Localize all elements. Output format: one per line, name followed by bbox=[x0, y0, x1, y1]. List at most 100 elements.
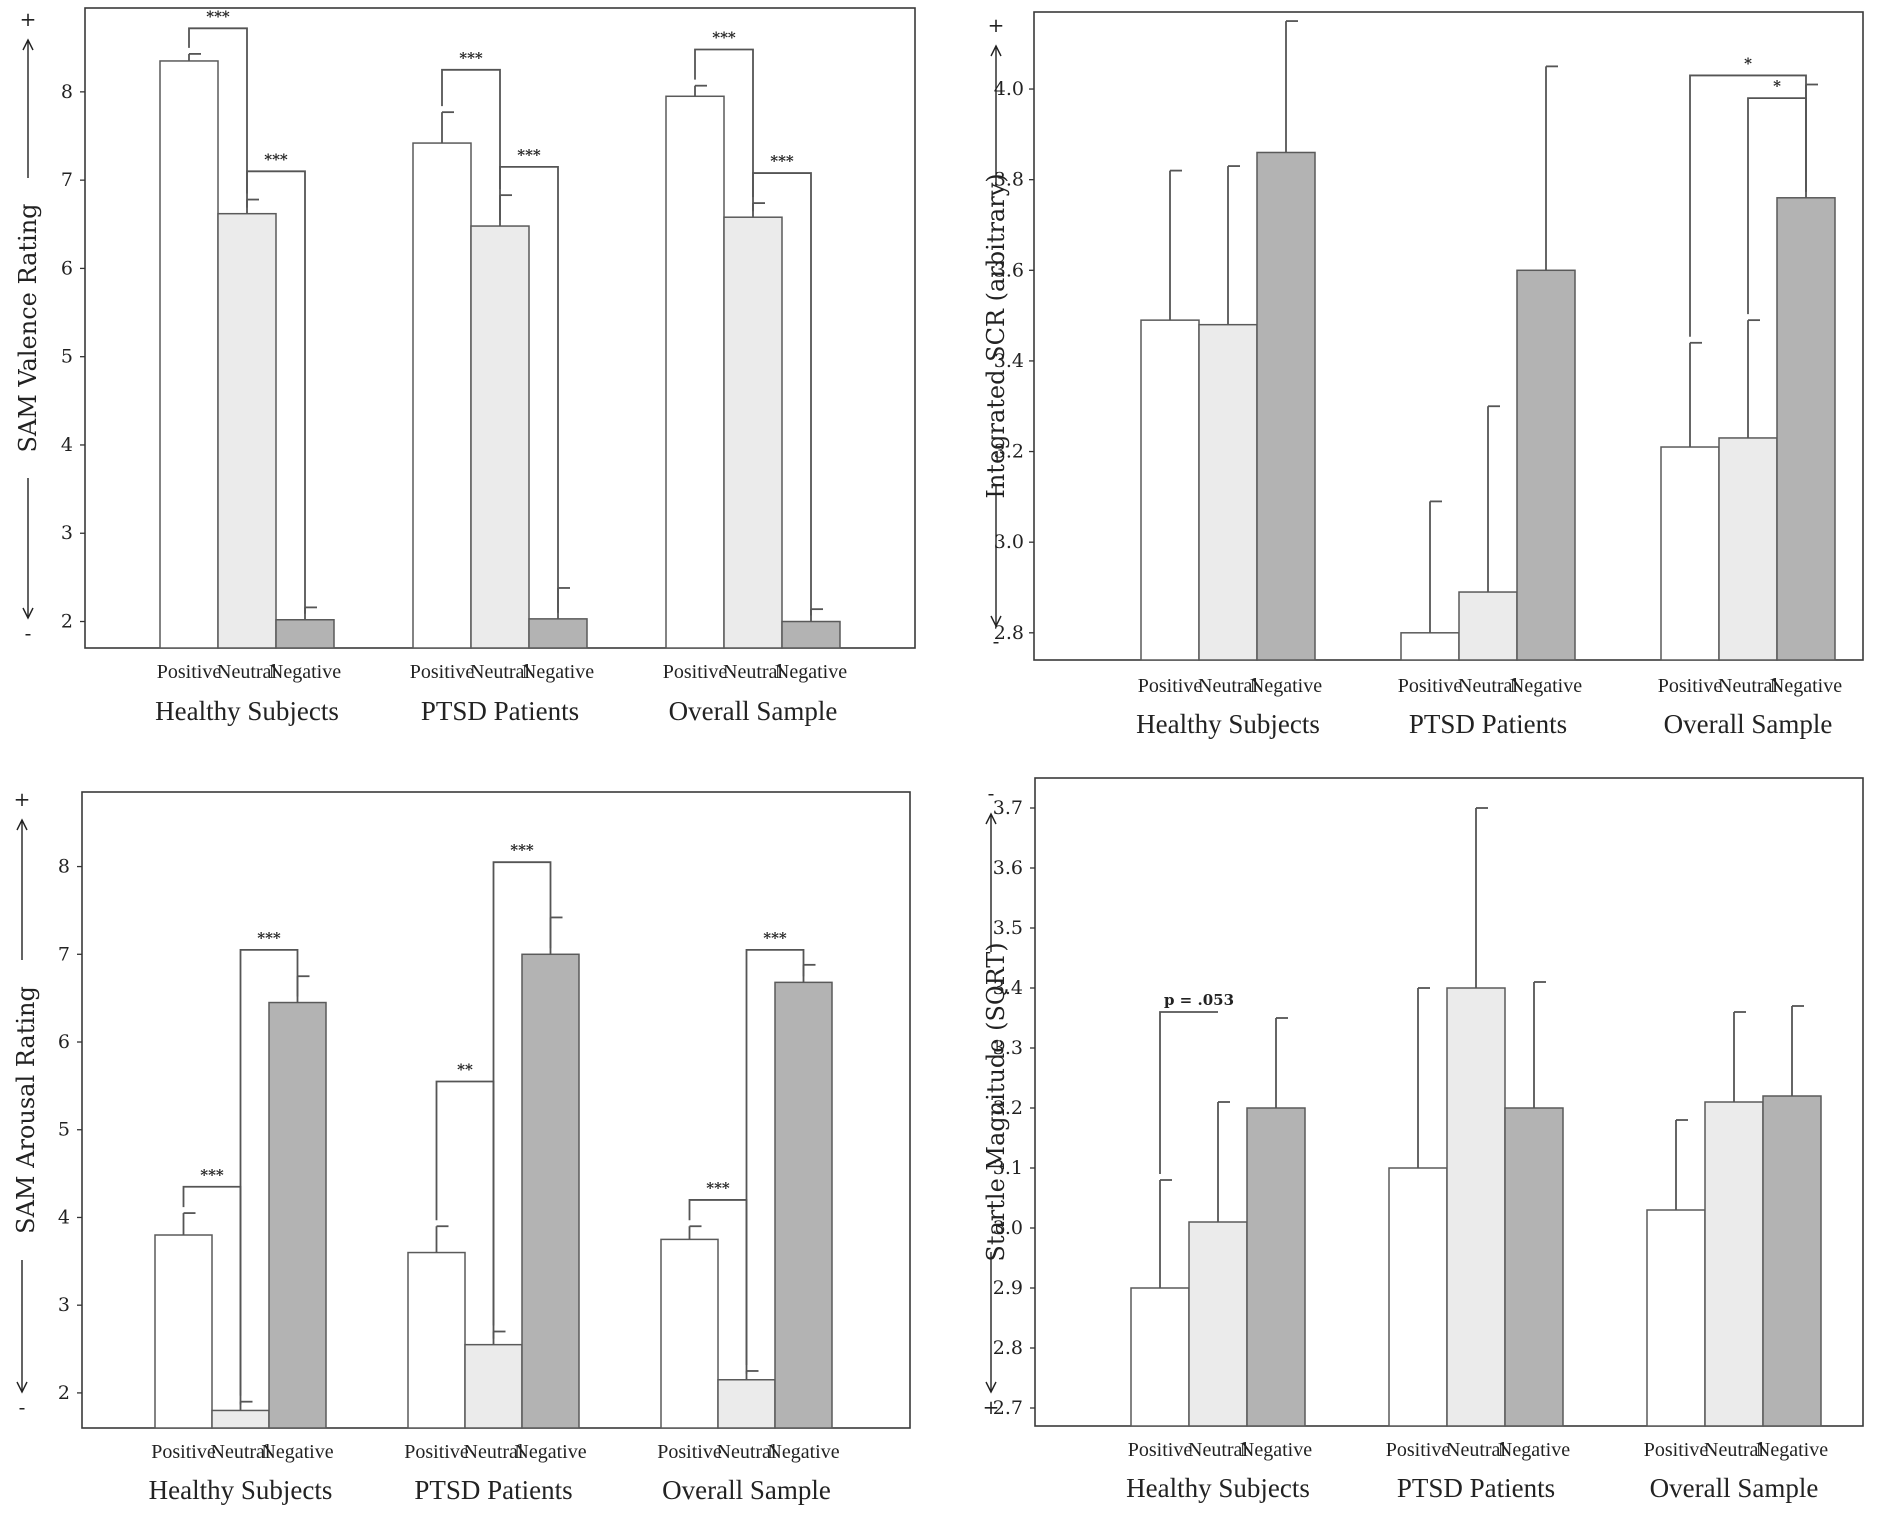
category-label: Neutral bbox=[717, 1441, 777, 1463]
bar-positive bbox=[1646, 1209, 1706, 1427]
bar-positive bbox=[1130, 1287, 1190, 1427]
y-tick-label: 5 bbox=[58, 1119, 70, 1141]
significance-label: ** bbox=[457, 1060, 473, 1078]
significance-bracket bbox=[1159, 1011, 1218, 1174]
category-label: Neutral bbox=[1188, 1439, 1248, 1461]
bar-negative bbox=[1246, 1107, 1306, 1427]
bar-negative bbox=[268, 1001, 327, 1429]
category-label: Positive bbox=[663, 661, 728, 683]
top-direction-sign: - bbox=[988, 781, 995, 805]
significance-bracket bbox=[492, 861, 552, 1326]
bar-negative bbox=[528, 618, 588, 649]
category-label: Negative bbox=[1250, 675, 1322, 697]
bar-negative bbox=[1762, 1095, 1822, 1427]
significance-label: *** bbox=[257, 929, 281, 947]
bar-negative bbox=[521, 953, 580, 1429]
category-label: Neutral bbox=[1704, 1439, 1764, 1461]
bar-positive bbox=[1400, 632, 1460, 661]
category-label: Positive bbox=[1138, 675, 1203, 697]
significance-label: p = .053 bbox=[1164, 991, 1234, 1009]
category-label: Positive bbox=[410, 661, 475, 683]
bar-positive bbox=[407, 1251, 466, 1429]
down-arrow-head bbox=[22, 607, 34, 620]
significance-label: * bbox=[1744, 54, 1752, 72]
group-label: Healthy Subjects bbox=[1126, 1473, 1310, 1503]
category-label: Neutral bbox=[1458, 675, 1518, 697]
group-label: PTSD Patients bbox=[421, 696, 579, 726]
top-direction-sign: + bbox=[20, 7, 37, 31]
bar-neutral bbox=[217, 212, 277, 649]
y-tick-label: 2 bbox=[58, 1382, 70, 1404]
category-label: Negative bbox=[261, 1441, 333, 1463]
significance-label: *** bbox=[206, 7, 230, 25]
scr-chart: 2.8 3.0 3.2 3.4 3.6 3.8 4.0 Integrated SCR (arb… bbox=[982, 11, 1864, 739]
category-label: Positive bbox=[1644, 1439, 1709, 1461]
bar-positive bbox=[1660, 446, 1720, 661]
y-axis-title: Startle Magnitude (SQRT) bbox=[982, 942, 1010, 1261]
bar-neutral bbox=[1718, 437, 1778, 661]
significance-bracket bbox=[752, 172, 812, 616]
y-tick-label: 2.7 bbox=[993, 1397, 1023, 1419]
y-tick-label: 3.7 bbox=[993, 797, 1023, 819]
y-axis-title: SAM Valence Rating bbox=[14, 203, 42, 452]
y-tick-label: 3.0 bbox=[993, 1217, 1023, 1239]
bar-neutral bbox=[470, 225, 530, 649]
y-tick-label: 7 bbox=[58, 943, 70, 965]
significance-label: *** bbox=[264, 150, 288, 168]
category-label: Positive bbox=[1658, 675, 1723, 697]
category-label: Neutral bbox=[723, 661, 783, 683]
significance-label: *** bbox=[770, 152, 794, 170]
up-arrow-head bbox=[985, 812, 997, 825]
significance-label: *** bbox=[712, 28, 736, 46]
y-tick-label: 8 bbox=[58, 856, 70, 878]
category-label: Neutral bbox=[217, 661, 277, 683]
significance-bracket bbox=[1747, 97, 1807, 315]
y-tick-label: 3.8 bbox=[994, 169, 1024, 191]
y-tick-label: 3.2 bbox=[993, 1097, 1023, 1119]
category-label: Positive bbox=[1398, 675, 1463, 697]
bar-neutral bbox=[464, 1343, 523, 1429]
bar-neutral bbox=[1458, 591, 1518, 661]
group-label: PTSD Patients bbox=[1397, 1473, 1555, 1503]
y-tick-label: 4.0 bbox=[994, 78, 1024, 100]
bar-neutral bbox=[1198, 323, 1258, 661]
y-tick-label: 3 bbox=[61, 522, 73, 544]
y-tick-label: 7 bbox=[61, 169, 73, 191]
significance-label: *** bbox=[517, 146, 541, 164]
y-tick-label: 3.4 bbox=[993, 977, 1023, 999]
bar-positive bbox=[1140, 319, 1200, 661]
top-direction-sign: + bbox=[14, 787, 31, 811]
bar-positive bbox=[1388, 1167, 1448, 1427]
y-tick-label: 6 bbox=[58, 1031, 70, 1053]
y-tick-label: 4 bbox=[58, 1206, 70, 1228]
category-label: Negative bbox=[1756, 1439, 1828, 1461]
bar-positive bbox=[660, 1238, 719, 1429]
y-tick-label: 3 bbox=[58, 1294, 70, 1316]
category-label: Neutral bbox=[1198, 675, 1258, 697]
y-tick-label: 3.2 bbox=[994, 441, 1024, 463]
category-label: Negative bbox=[1240, 1439, 1312, 1461]
bar-positive bbox=[665, 95, 725, 649]
bar-positive bbox=[159, 60, 219, 649]
up-arrow-head bbox=[990, 44, 1002, 57]
bar-negative bbox=[1516, 269, 1576, 661]
category-label: Negative bbox=[775, 661, 847, 683]
category-label: Neutral bbox=[1446, 1439, 1506, 1461]
group-label: Overall Sample bbox=[669, 696, 838, 726]
category-label: Positive bbox=[404, 1441, 469, 1463]
significance-label: *** bbox=[200, 1166, 224, 1184]
category-label: Neutral bbox=[211, 1441, 271, 1463]
bar-negative bbox=[774, 981, 833, 1429]
bar-negative bbox=[1504, 1107, 1564, 1427]
y-tick-label: 6 bbox=[61, 257, 73, 279]
category-label: Negative bbox=[522, 661, 594, 683]
category-label: Neutral bbox=[1718, 675, 1778, 697]
down-arrow-head bbox=[985, 1381, 997, 1394]
y-tick-label: 3.4 bbox=[994, 350, 1024, 372]
bar-positive bbox=[154, 1234, 213, 1429]
startle-chart: 2.7 2.8 2.9 3.0 3.1 3.2 3.3 3.4 3.5 3.6 3.7 Startle… bbox=[982, 777, 1864, 1503]
category-label: Neutral bbox=[470, 661, 530, 683]
bar-negative bbox=[275, 619, 335, 649]
